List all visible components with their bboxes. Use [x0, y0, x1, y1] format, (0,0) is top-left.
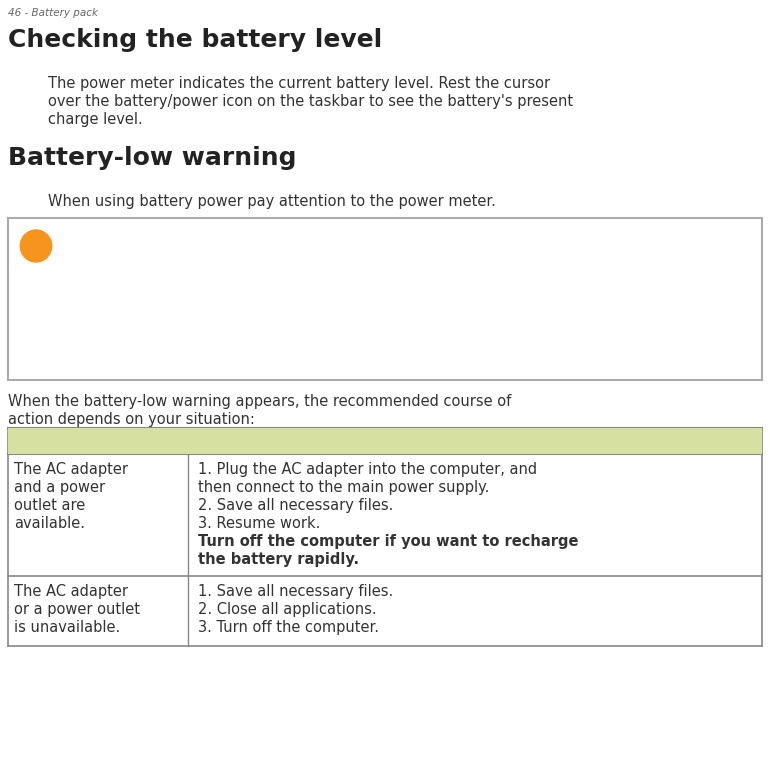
Text: outlet are: outlet are [14, 498, 85, 513]
Text: The AC adapter: The AC adapter [14, 584, 128, 599]
Text: The AC adapter: The AC adapter [14, 462, 128, 477]
Text: action depends on your situation:: action depends on your situation: [8, 412, 255, 427]
Text: fully depleted and the computer shuts down.: fully depleted and the computer shuts do… [62, 294, 436, 309]
Text: Recommended Action: Recommended Action [198, 433, 384, 448]
Text: and a power: and a power [14, 480, 105, 495]
Text: charge level.: charge level. [48, 112, 142, 127]
Text: the battery rapidly.: the battery rapidly. [198, 552, 359, 567]
Text: 2. Close all applications.: 2. Close all applications. [198, 602, 377, 617]
Text: When using battery power pay attention to the power meter.: When using battery power pay attention t… [48, 194, 496, 209]
Text: 1. Save all necessary files.: 1. Save all necessary files. [198, 584, 393, 599]
Text: 46 - Battery pack: 46 - Battery pack [8, 8, 98, 18]
Text: available.: available. [14, 516, 85, 531]
Text: Situation: Situation [14, 433, 92, 448]
Text: warning appears. Data may be lost if the battery is allowed to become: warning appears. Data may be lost if the… [62, 274, 647, 289]
Text: or a power outlet: or a power outlet [14, 602, 140, 617]
Text: The power meter indicates the current battery level. Rest the cursor: The power meter indicates the current ba… [48, 76, 550, 91]
Text: is unavailable.: is unavailable. [14, 620, 120, 635]
Text: 2. Save all necessary files.: 2. Save all necessary files. [198, 498, 393, 513]
Text: When the battery-low warning appears, the recommended course of: When the battery-low warning appears, th… [8, 394, 511, 409]
Text: !: ! [32, 236, 41, 256]
Text: Battery-low warning: Battery-low warning [8, 146, 296, 170]
Text: over the battery/power icon on the taskbar to see the battery's present: over the battery/power icon on the taskb… [48, 94, 573, 109]
Text: then connect to the main power supply.: then connect to the main power supply. [198, 480, 490, 495]
Text: Connect the AC adapter as soon as possible after the battery-low: Connect the AC adapter as soon as possib… [62, 254, 604, 269]
Text: Important: Important [62, 232, 149, 247]
Text: 1. Plug the AC adapter into the computer, and: 1. Plug the AC adapter into the computer… [198, 462, 537, 477]
Text: 3. Resume work.: 3. Resume work. [198, 516, 320, 531]
Text: Turn off the computer if you want to recharge: Turn off the computer if you want to rec… [198, 534, 578, 549]
Text: Checking the battery level: Checking the battery level [8, 28, 382, 52]
Text: 3. Turn off the computer.: 3. Turn off the computer. [198, 620, 379, 635]
